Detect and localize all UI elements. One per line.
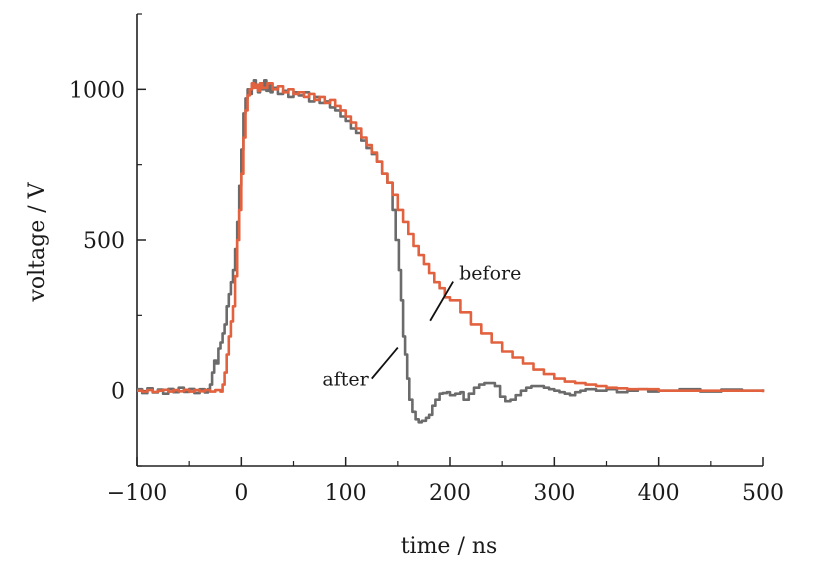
annotation-layer: after before (322, 263, 521, 391)
x-axis: −100 0 100 200 300 400 500 (107, 457, 784, 506)
annotation-leader-after (371, 346, 399, 380)
annotation-label-before: before (459, 263, 521, 285)
x-tick-label: −100 (107, 481, 167, 506)
x-tick-label: 0 (234, 481, 248, 506)
annotation-label-after: after (322, 369, 369, 391)
y-tick-label: 1000 (69, 78, 125, 103)
series-layer (137, 79, 765, 424)
x-tick-label: 300 (533, 481, 575, 506)
annotation-leader-before (429, 281, 454, 322)
plot-frame (136, 14, 763, 467)
y-axis-title: voltage / V (25, 181, 50, 302)
y-tick-label: 0 (111, 380, 125, 405)
x-tick-label: 200 (429, 481, 471, 506)
x-tick-label: 500 (742, 481, 784, 506)
series-line-before (137, 82, 765, 394)
x-tick-label: 100 (325, 481, 367, 506)
x-tick-label: 400 (638, 481, 680, 506)
y-tick-label: 500 (83, 229, 125, 254)
series-line-after (137, 79, 765, 424)
y-axis: 0 500 1000 (69, 13, 146, 467)
x-axis-title: time / ns (401, 534, 498, 559)
